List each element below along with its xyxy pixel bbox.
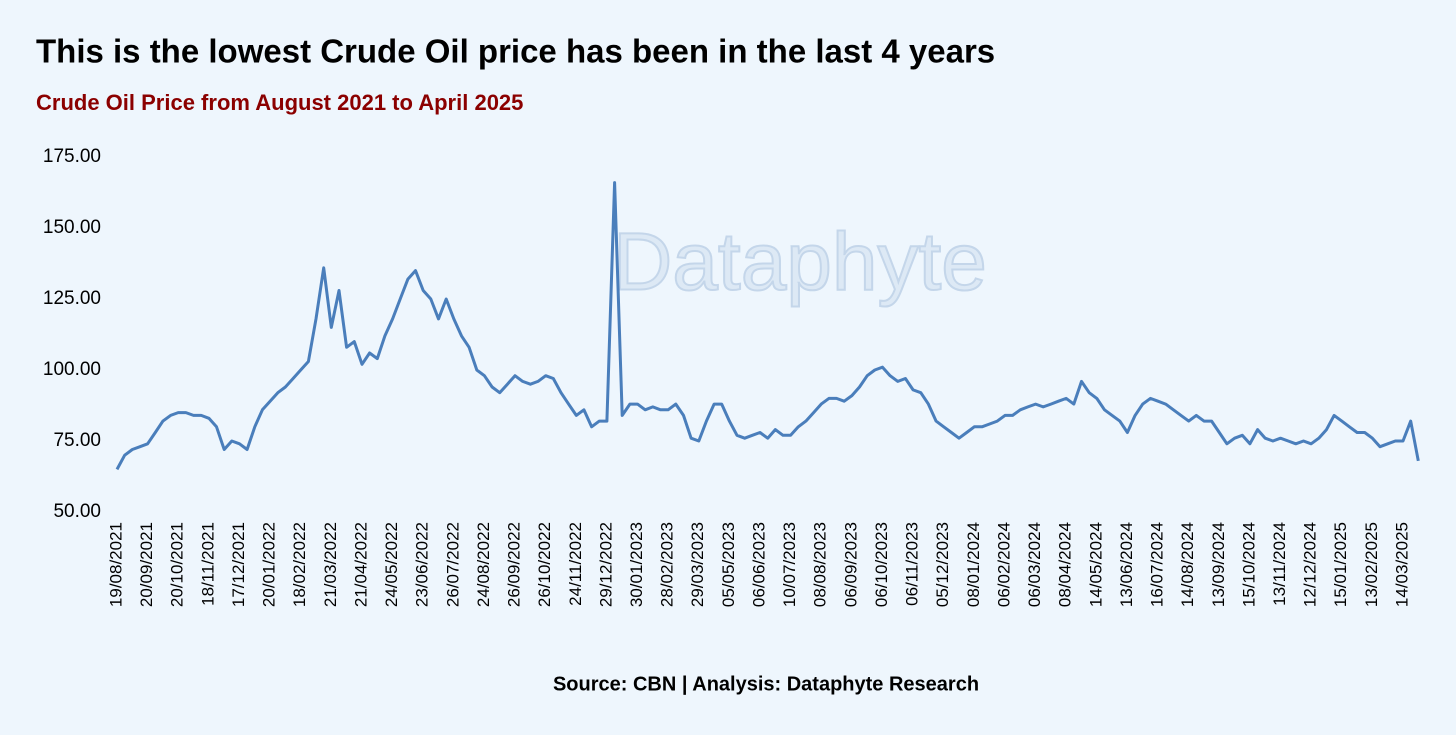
x-tick-label: 21/03/2022: [321, 522, 340, 607]
x-tick-label: 06/09/2023: [841, 522, 860, 607]
x-tick-label: 14/08/2024: [1178, 522, 1197, 607]
x-tick-label: 24/05/2022: [382, 522, 401, 607]
x-tick-label: 17/12/2021: [229, 522, 248, 607]
x-tick-label: 08/08/2023: [811, 522, 830, 607]
y-tick-label: 125.00: [43, 288, 101, 309]
x-tick-label: 06/02/2024: [994, 522, 1013, 607]
x-tick-label: 08/01/2024: [964, 522, 983, 607]
x-tick-label: 20/10/2021: [168, 522, 187, 607]
x-tick-label: 28/02/2023: [658, 522, 677, 607]
x-tick-label: 20/01/2022: [260, 522, 279, 607]
x-tick-label: 06/11/2023: [903, 522, 922, 606]
y-tick-label: 75.00: [53, 430, 101, 451]
x-tick-label: 24/11/2022: [566, 522, 585, 606]
x-tick-label: 05/12/2023: [933, 522, 952, 607]
y-tick-label: 175.00: [43, 146, 101, 167]
x-tick-label: 19/08/2021: [106, 522, 125, 607]
x-tick-label: 13/09/2024: [1209, 522, 1228, 607]
x-tick-label: 05/05/2023: [719, 522, 738, 607]
x-tick-label: 29/03/2023: [688, 522, 707, 607]
x-tick-label: 12/12/2024: [1301, 522, 1320, 607]
x-tick-label: 13/02/2025: [1362, 522, 1381, 607]
x-tick-label: 26/09/2022: [505, 522, 524, 607]
x-tick-label: 06/10/2023: [872, 522, 891, 607]
y-tick-label: 50.00: [53, 501, 101, 522]
x-tick-label: 14/05/2024: [1086, 522, 1105, 607]
x-tick-label: 30/01/2023: [627, 522, 646, 607]
chart-title: This is the lowest Crude Oil price has b…: [36, 33, 995, 70]
x-tick-label: 26/07/2022: [443, 522, 462, 607]
x-tick-label: 18/11/2021: [198, 522, 217, 606]
x-tick-label: 26/10/2022: [535, 522, 554, 607]
x-tick-label: 14/03/2025: [1392, 522, 1411, 607]
x-tick-label: 20/09/2021: [137, 522, 156, 607]
x-tick-label: 29/12/2022: [596, 522, 615, 607]
x-tick-label: 21/04/2022: [351, 522, 370, 607]
x-tick-label: 24/08/2022: [474, 522, 493, 607]
watermark: Dataphyte: [613, 217, 987, 308]
x-tick-label: 15/10/2024: [1239, 522, 1258, 607]
y-tick-label: 100.00: [43, 359, 101, 380]
x-tick-label: 06/03/2024: [1025, 522, 1044, 607]
x-tick-label: 16/07/2024: [1148, 522, 1167, 607]
x-tick-label: 10/07/2023: [780, 522, 799, 607]
price-line: [115, 181, 1420, 471]
x-tick-label: 23/06/2022: [413, 522, 432, 607]
x-tick-label: 18/02/2022: [290, 522, 309, 607]
chart-subtitle: Crude Oil Price from August 2021 to Apri…: [36, 90, 523, 115]
y-tick-label: 150.00: [43, 217, 101, 238]
x-tick-label: 06/06/2023: [749, 522, 768, 607]
source-note: Source: CBN | Analysis: Dataphyte Resear…: [553, 673, 979, 695]
x-tick-label: 08/04/2024: [1056, 522, 1075, 607]
x-tick-label: 15/01/2025: [1331, 522, 1350, 607]
x-tick-label: 13/11/2024: [1270, 522, 1289, 606]
x-tick-label: 13/06/2024: [1117, 522, 1136, 607]
